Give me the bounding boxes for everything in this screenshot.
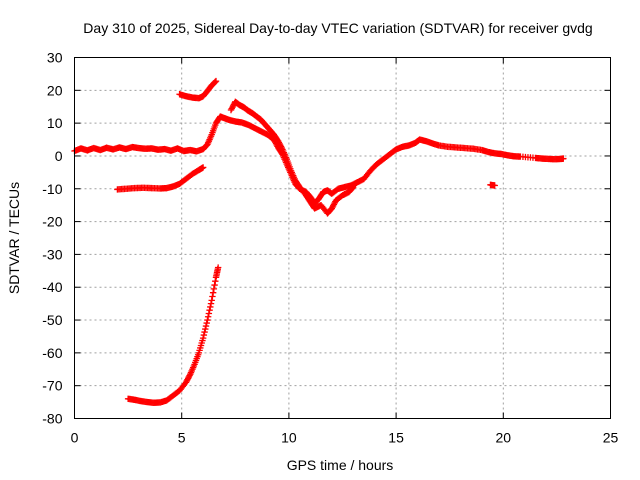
- data-point: [349, 184, 356, 192]
- y-tick-label: 20: [47, 82, 63, 98]
- data-point: [212, 77, 220, 85]
- y-tick-label: -20: [42, 214, 62, 230]
- axis-ticks: 0 5 10 15 20 25 -80 -70 -60 -50 -40 -30 -20 -10 0 10 20 3…: [42, 50, 618, 446]
- data-point: [209, 289, 217, 296]
- series-track-minus-75: [124, 264, 222, 406]
- x-tick-label: 25: [603, 430, 619, 446]
- x-tick-label: 5: [178, 430, 186, 446]
- x-tick-label: 10: [281, 430, 297, 446]
- y-tick-label: 10: [47, 115, 63, 131]
- series-track-isolated: [487, 181, 498, 189]
- data-points: [71, 77, 567, 406]
- series-track-main: [71, 113, 567, 207]
- x-tick-label: 15: [388, 430, 404, 446]
- data-point: [214, 264, 222, 271]
- data-point: [209, 293, 216, 300]
- data-point: [560, 155, 567, 162]
- y-tick-label: 30: [47, 50, 63, 66]
- chart-title: Day 310 of 2025, Sidereal Day-to-day VTE…: [83, 20, 592, 36]
- data-point: [205, 310, 213, 317]
- x-tick-label: 20: [496, 430, 512, 446]
- data-point: [203, 319, 210, 327]
- data-point: [204, 313, 212, 320]
- x-axis-label: GPS time / hours: [287, 457, 394, 473]
- data-point: [208, 297, 215, 304]
- series-track-minus-10: [114, 164, 207, 193]
- y-tick-label: -80: [42, 411, 62, 427]
- y-axis-label: SDTVAR / TECUs: [6, 182, 22, 294]
- data-point: [202, 325, 209, 333]
- data-point: [206, 307, 213, 314]
- y-tick-label: -60: [42, 345, 62, 361]
- data-point: [201, 328, 208, 336]
- data-point: [200, 331, 208, 339]
- y-tick-label: -50: [42, 312, 62, 328]
- y-tick-label: -10: [42, 181, 62, 197]
- plot-frame: [74, 57, 611, 419]
- y-tick-label: 0: [55, 148, 63, 164]
- data-point: [207, 303, 214, 311]
- data-point: [278, 144, 285, 152]
- data-point: [350, 183, 357, 191]
- series-track-plus-20: [176, 77, 220, 102]
- grid: [74, 57, 611, 419]
- data-point: [199, 164, 207, 171]
- y-tick-label: -40: [42, 279, 62, 295]
- data-point: [202, 322, 210, 330]
- y-tick-label: -70: [42, 378, 62, 394]
- data-point: [212, 278, 219, 285]
- data-point: [211, 79, 218, 86]
- data-point: [186, 372, 193, 379]
- x-tick-label: 0: [71, 430, 79, 446]
- y-tick-label: -30: [42, 246, 62, 262]
- data-point: [211, 281, 218, 289]
- data-point: [199, 334, 207, 342]
- data-point: [210, 285, 218, 293]
- data-point: [204, 316, 211, 324]
- data-point: [212, 78, 219, 86]
- data-point: [207, 300, 215, 307]
- series-track-upper-branch: [227, 98, 357, 217]
- data-point: [491, 182, 498, 189]
